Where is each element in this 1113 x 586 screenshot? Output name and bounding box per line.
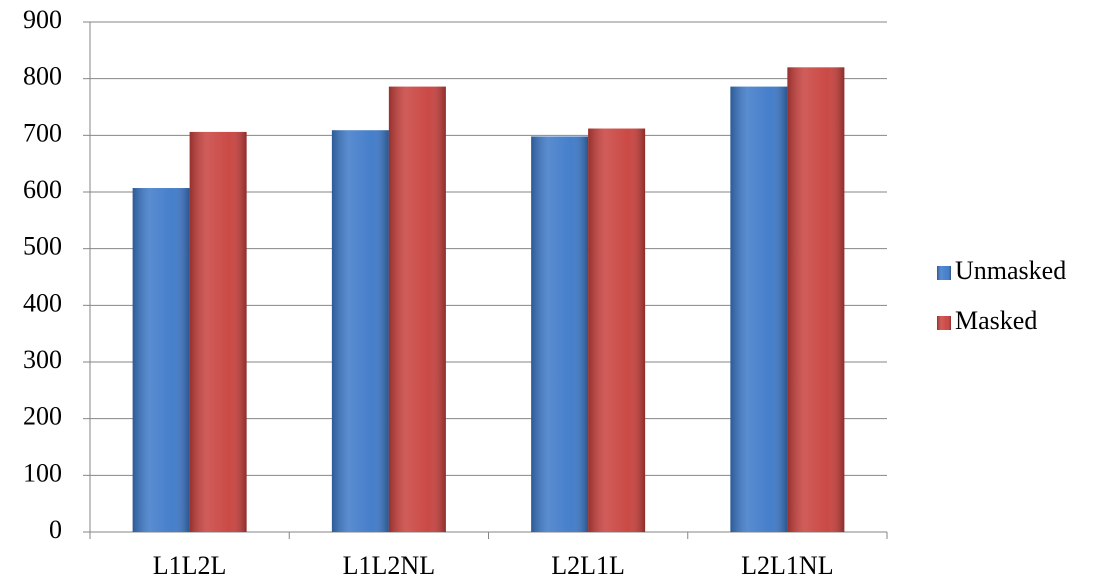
- bar-shade: [388, 86, 446, 532]
- bar-shade: [331, 130, 389, 532]
- bar-shade: [730, 86, 788, 532]
- legend-label: Masked: [955, 306, 1037, 335]
- y-tick-label: 300: [23, 345, 62, 374]
- bar-shade: [189, 131, 247, 532]
- y-tick-label: 500: [23, 232, 62, 261]
- y-tick-label: 900: [23, 5, 62, 34]
- y-tick-label: 100: [23, 458, 62, 487]
- y-tick-label: 400: [23, 288, 62, 317]
- y-tick-label: 0: [49, 515, 62, 544]
- x-tick-label: L1L2NL: [343, 551, 435, 580]
- y-tick-label: 700: [23, 118, 62, 147]
- legend-swatch-shade: [937, 266, 951, 280]
- x-tick-label: L1L2L: [153, 551, 227, 580]
- x-tick-label: L2L1L: [551, 551, 625, 580]
- y-tick-label: 200: [23, 402, 62, 431]
- bar-shade: [531, 136, 589, 532]
- y-tick-label: 800: [23, 62, 62, 91]
- bar-shade: [588, 128, 646, 533]
- bar-shade: [787, 67, 845, 532]
- x-tick-label: L2L1NL: [741, 551, 833, 580]
- bar-shade: [132, 188, 190, 533]
- y-tick-label: 600: [23, 175, 62, 204]
- legend-swatch-shade: [937, 316, 951, 330]
- legend-label: Unmasked: [955, 256, 1066, 285]
